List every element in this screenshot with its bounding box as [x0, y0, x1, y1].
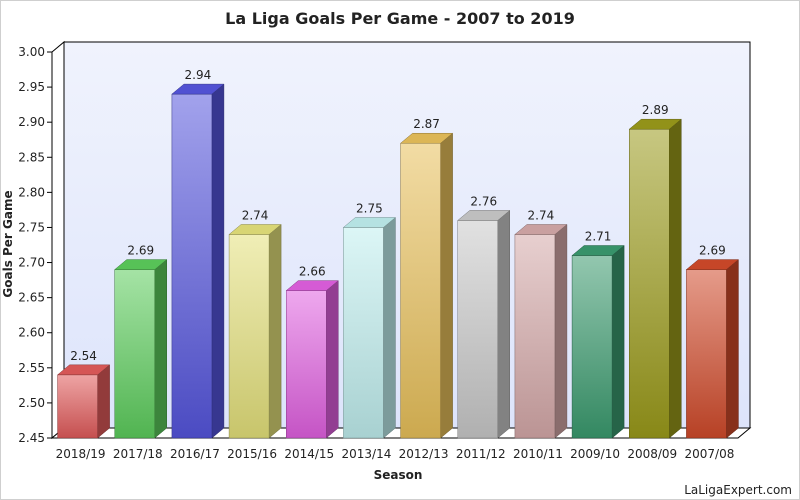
- y-tick-label: 2.90: [18, 115, 45, 129]
- data-label: 2.69: [127, 244, 154, 258]
- data-label: 2.74: [528, 208, 555, 222]
- bar: [171, 83, 225, 439]
- bar-side: [211, 83, 225, 439]
- data-label: 2.87: [413, 117, 440, 131]
- data-label: 2.76: [470, 194, 497, 208]
- y-tick-label: 2.80: [18, 185, 45, 199]
- bar-top: [685, 259, 740, 270]
- x-tick-label: 2007/08: [684, 447, 734, 461]
- bar-front: [228, 234, 270, 439]
- data-label: 2.71: [585, 230, 612, 244]
- x-tick-label: 2010/11: [513, 447, 563, 461]
- bar: [399, 132, 454, 439]
- x-tick-label: 2016/17: [170, 447, 220, 461]
- bar: [285, 280, 339, 439]
- bar-front: [114, 269, 155, 439]
- x-tick-label: 2013/14: [341, 447, 391, 461]
- bar-top: [114, 259, 168, 270]
- x-axis-title: Season: [374, 468, 423, 482]
- data-label: 2.75: [356, 201, 383, 215]
- y-tick-label: 3.00: [18, 45, 45, 59]
- bar-side: [554, 223, 568, 439]
- bar: [571, 244, 625, 439]
- bar: [514, 223, 568, 439]
- bar-side: [669, 118, 682, 439]
- y-tick-label: 2.45: [18, 431, 45, 445]
- bar-front: [629, 128, 670, 439]
- bar-side: [611, 244, 625, 439]
- y-tick-label: 2.65: [18, 291, 45, 305]
- chart-title: La Liga Goals Per Game - 2007 to 2019: [225, 9, 575, 28]
- bar-side: [97, 364, 110, 439]
- bar-front: [571, 255, 613, 439]
- bar: [685, 259, 740, 439]
- bar-top: [571, 245, 625, 256]
- y-tick-label: 2.55: [18, 361, 45, 375]
- bar-front: [400, 142, 441, 439]
- bar-top: [628, 118, 682, 130]
- data-labels: 2.54 2.69 2.94 2.74 2.66 2.75 2.87 2.76 2.74 2.71…: [70, 68, 726, 363]
- x-tick-label: 2009/10: [570, 447, 620, 461]
- data-label: 2.66: [299, 265, 326, 279]
- bar: [342, 216, 397, 439]
- x-axis-ticks: 2018/19 2017/18 2016/17 2015/16 2014/15 2013/…: [56, 447, 735, 461]
- bar-side: [326, 280, 339, 439]
- bar-top: [285, 280, 339, 291]
- data-label: 2.69: [699, 244, 726, 258]
- bar-top: [171, 83, 225, 95]
- data-label: 2.89: [642, 103, 669, 117]
- bar: [228, 223, 282, 439]
- bar-front: [286, 290, 327, 439]
- y-tick-label: 2.75: [18, 220, 45, 234]
- bar: [114, 259, 168, 439]
- x-tick-label: 2017/18: [113, 447, 163, 461]
- bar-top: [56, 364, 111, 376]
- bar-top: [399, 132, 454, 144]
- bar-top: [514, 224, 568, 235]
- y-tick-label: 2.60: [18, 326, 45, 340]
- bar-side: [268, 223, 282, 439]
- x-tick-label: 2015/16: [227, 447, 277, 461]
- bar-side: [726, 259, 739, 439]
- bar-top: [342, 217, 397, 228]
- bar-side: [154, 259, 167, 439]
- bar-front: [686, 269, 727, 439]
- bar: [628, 118, 682, 439]
- bar-front: [171, 93, 213, 439]
- y-tick-label: 2.85: [18, 150, 45, 164]
- data-label: 2.54: [70, 349, 97, 363]
- credit-text: LaLigaExpert.com: [684, 483, 792, 497]
- bar-side: [440, 132, 453, 439]
- bar-front: [457, 220, 498, 439]
- data-label: 2.94: [185, 68, 212, 82]
- bars-group: [56, 83, 740, 439]
- bar: [457, 209, 511, 439]
- bar-top: [457, 210, 511, 221]
- bar-side: [497, 209, 510, 439]
- x-tick-label: 2014/15: [284, 447, 334, 461]
- data-label: 2.74: [242, 208, 269, 222]
- bar-top: [228, 224, 282, 235]
- x-tick-label: 2012/13: [399, 447, 449, 461]
- bar: [56, 364, 111, 439]
- y-axis-title: Goals Per Game: [1, 190, 15, 297]
- bar-front: [343, 227, 384, 439]
- y-tick-label: 2.95: [18, 80, 45, 94]
- bar-front: [57, 374, 98, 439]
- x-tick-label: 2011/12: [456, 447, 506, 461]
- bar-front: [514, 234, 556, 439]
- bar-side: [383, 216, 396, 439]
- x-tick-label: 2008/09: [627, 447, 677, 461]
- y-tick-label: 2.50: [18, 396, 45, 410]
- y-axis-ticks: 2.45 2.50 2.55 2.60 2.65 2.70 2.75 2.80 2.85 2.90…: [18, 45, 52, 445]
- x-tick-label: 2018/19: [56, 447, 106, 461]
- y-tick-label: 2.70: [18, 256, 45, 270]
